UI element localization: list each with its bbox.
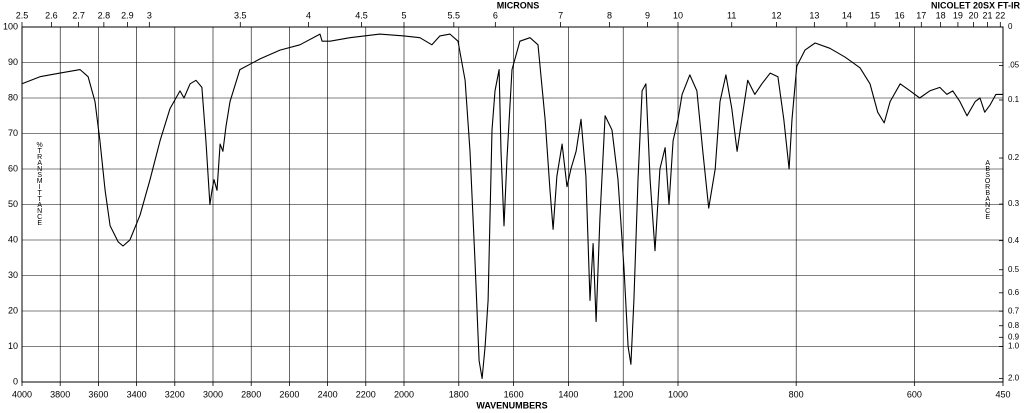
y-tick-label: 0: [13, 376, 18, 386]
y2-tick-label: 0.7: [1008, 306, 1020, 315]
y2-axis-title: ABSORBANCE: [984, 160, 991, 220]
x2-tick-label: 6: [493, 10, 498, 20]
y-tick-label: 80: [8, 92, 18, 102]
x2-tick-label: 19: [953, 10, 963, 20]
x-tick-label: 1200: [613, 389, 633, 399]
y-axis-title: %TRANSMITTANCE: [36, 142, 43, 226]
y2-tick-label: 0.8: [1008, 321, 1020, 330]
x-tick-label: 3800: [50, 389, 70, 399]
x2-tick-label: 14: [842, 10, 852, 20]
x2-tick-label: 2.8: [98, 10, 111, 20]
x-tick-label: 2000: [394, 389, 414, 399]
y2-tick-label: 0.4: [1008, 236, 1020, 245]
x-tick-label: 2200: [356, 389, 376, 399]
x2-tick-label: 18: [936, 10, 946, 20]
x2-tick-label: 16: [895, 10, 905, 20]
x-tick-label: 2800: [241, 389, 261, 399]
x2-tick-label: 4.5: [355, 10, 368, 20]
y-tick-label: 30: [8, 270, 18, 280]
y-tick-label: 100: [3, 21, 18, 31]
y-tick-label: 90: [8, 57, 18, 67]
y-tick-label: 20: [8, 305, 18, 315]
x-tick-label: 3400: [127, 389, 147, 399]
x2-tick-label: 21: [983, 10, 993, 20]
y2-tick-label: .05: [1008, 61, 1020, 70]
y-tick-label: 40: [8, 234, 18, 244]
y-tick-label: 60: [8, 163, 18, 173]
x-tick-label: 2400: [318, 389, 338, 399]
x2-tick-label: 3: [147, 10, 152, 20]
y-tick-label: 10: [8, 341, 18, 351]
x-tick-label: 600: [907, 389, 922, 399]
x-tick-label: 1600: [504, 389, 524, 399]
x-tick-label: 3000: [203, 389, 223, 399]
y-tick-label: 50: [8, 199, 18, 209]
x2-tick-label: 22: [995, 10, 1005, 20]
y2-tick-label: 1.0: [1008, 342, 1020, 351]
x-axis-title: WAVENUMBERS: [476, 400, 547, 410]
instrument-label: NICOLET 20SX FT-IR: [931, 0, 1021, 10]
x-tick-label: 1800: [449, 389, 469, 399]
y2-tick-label: 0: [1008, 22, 1013, 31]
x2-tick-label: 10: [673, 10, 683, 20]
x-tick-label: 800: [789, 389, 804, 399]
x-tick-label: 3200: [165, 389, 185, 399]
x2-tick-label: 11: [727, 10, 736, 20]
x2-tick-label: 9: [645, 10, 650, 20]
x2-tick-label: 15: [870, 10, 880, 20]
x2-tick-label: 8: [607, 10, 612, 20]
top-axis-title: MICRONS: [497, 0, 540, 10]
x2-tick-label: 2.5: [16, 10, 29, 20]
x2-tick-label: 2.7: [72, 10, 85, 20]
x-tick-label: 1000: [668, 389, 688, 399]
x2-tick-label: 5: [401, 10, 406, 20]
x-tick-label: 2600: [279, 389, 299, 399]
y2-tick-label: 2.0: [1008, 374, 1020, 383]
y-tick-label: 70: [8, 128, 18, 138]
x2-tick-label: 12: [771, 10, 781, 20]
y2-tick-label: 0.3: [1008, 199, 1020, 208]
y2-tick-label: 0.1: [1008, 95, 1020, 104]
x2-tick-label: 20: [968, 10, 978, 20]
y2-tick-label: 0.2: [1008, 153, 1020, 162]
x2-tick-label: 2.9: [121, 10, 134, 20]
y2-tick-label: 0.9: [1008, 332, 1020, 341]
x2-tick-label: 2.6: [45, 10, 58, 20]
y2-tick-label: 0.6: [1008, 288, 1020, 297]
y2-tick-label: 0.5: [1008, 265, 1020, 274]
x-tick-label: 3600: [88, 389, 108, 399]
x2-tick-label: 3.5: [234, 10, 247, 20]
x2-tick-label: 5.5: [448, 10, 461, 20]
x2-tick-label: 17: [916, 10, 926, 20]
spectrum-line: [21, 33, 1003, 379]
x-tick-label: 450: [995, 389, 1010, 399]
x-tick-label: 1400: [558, 389, 578, 399]
x-tick-label: 4000: [12, 389, 32, 399]
x2-tick-label: 13: [809, 10, 819, 20]
x2-tick-label: 4: [306, 10, 311, 20]
x2-tick-label: 7: [558, 10, 563, 20]
